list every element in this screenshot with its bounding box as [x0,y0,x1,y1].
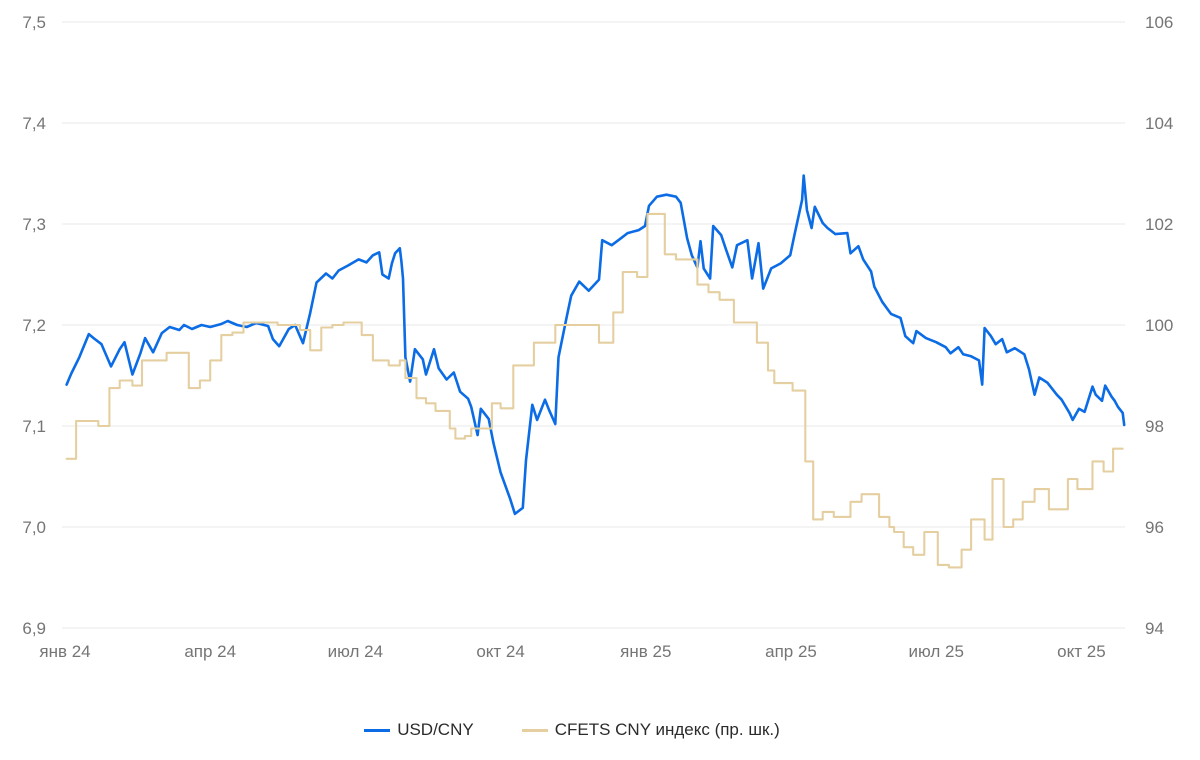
left-axis-tick-label: 7,0 [22,518,46,537]
right-axis-tick-label: 96 [1145,518,1164,537]
legend-label-cfets-index: CFETS CNY индекс (пр. шк.) [554,720,780,739]
cfets-index-line [65,212,1124,569]
x-axis-tick-label: янв 24 [39,642,90,661]
legend-label-usd-cny: USD/CNY [397,720,474,739]
right-axis-tick-label: 106 [1145,13,1173,32]
right-axis-tick-label: 102 [1145,215,1173,234]
x-axis-tick-label: апр 25 [765,642,817,661]
x-axis-tick-label: июл 24 [328,642,383,661]
x-axis-tick-label: янв 25 [620,642,671,661]
x-axis-tick-label: окт 25 [1057,642,1106,661]
left-axis-tick-label: 7,1 [22,417,46,436]
right-axis-tick-label: 100 [1145,316,1173,335]
left-axis-tick-label: 7,2 [22,316,46,335]
x-axis-tick-label: апр 24 [184,642,236,661]
left-axis-tick-label: 7,5 [22,13,46,32]
legend-item-cfets-index[interactable]: CFETS CNY индекс (пр. шк.) [521,720,780,740]
x-axis-tick-label: окт 24 [476,642,525,661]
usd-cny-line [65,174,1126,516]
left-axis-tick-label: 6,9 [22,619,46,638]
x-axis-tick-label: июл 25 [908,642,963,661]
right-axis-tick-label: 104 [1145,114,1173,133]
chart-legend: USD/CNY CFETS CNY индекс (пр. шк.) [0,720,1172,740]
chart-canvas: 7,5 106 7,4 104 7,3 102 7,2 100 7,1 98 7,0 96 6,9 94 я… [22,13,1173,661]
usd-cny-line-swatch [364,728,391,732]
right-axis-tick-label: 98 [1145,417,1164,436]
legend-item-usd-cny[interactable]: USD/CNY [364,720,474,740]
left-axis-tick-label: 7,3 [22,215,46,234]
right-axis-tick-label: 94 [1145,619,1164,638]
cfets-index-line-swatch [521,728,548,732]
left-axis-tick-label: 7,4 [22,114,46,133]
